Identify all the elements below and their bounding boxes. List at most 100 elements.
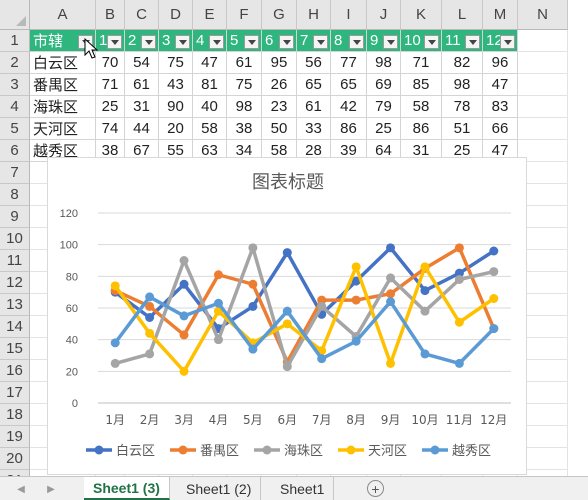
header-cell[interactable]: 10 [401,30,442,52]
empty-cell[interactable] [518,426,568,448]
column-header-a[interactable]: A [30,0,96,30]
row-header-8[interactable]: 8 [0,184,30,206]
empty-cell[interactable] [518,294,568,316]
tab-next-icon[interactable]: ▶ [47,483,55,495]
column-header-e[interactable]: E [193,0,227,30]
row-header-13[interactable]: 13 [0,294,30,316]
empty-cell[interactable] [518,162,568,184]
empty-cell[interactable] [518,228,568,250]
filter-dropdown-icon[interactable] [424,35,439,49]
value-cell[interactable]: 47 [193,52,227,74]
value-cell[interactable]: 25 [96,96,125,118]
line-chart[interactable]: 图表标题 0 20 40 60 80 100 120 1月 2月 3月 4月 5月 6月 7月 8月 9月 10月… [47,157,527,475]
header-cell[interactable]: 8 [331,30,367,52]
column-header-c[interactable]: C [125,0,159,30]
column-header-m[interactable]: M [483,0,518,30]
district-cell[interactable]: 番禺区 [30,74,96,96]
district-cell[interactable]: 天河区 [30,118,96,140]
column-header-f[interactable]: F [227,0,262,30]
value-cell[interactable]: 81 [193,74,227,96]
row-header-16[interactable]: 16 [0,360,30,382]
empty-cell[interactable] [518,404,568,426]
value-cell[interactable]: 33 [297,118,331,140]
empty-cell[interactable] [518,52,568,74]
empty-cell[interactable] [518,382,568,404]
value-cell[interactable]: 78 [442,96,483,118]
value-cell[interactable]: 51 [442,118,483,140]
district-cell[interactable]: 白云区 [30,52,96,74]
value-cell[interactable]: 75 [227,74,262,96]
value-cell[interactable]: 70 [96,52,125,74]
row-header-19[interactable]: 19 [0,426,30,448]
value-cell[interactable]: 71 [96,74,125,96]
column-header-h[interactable]: H [297,0,331,30]
header-cell[interactable]: 11 [442,30,483,52]
row-header-1[interactable]: 1 [0,30,30,52]
header-cell[interactable]: 3 [159,30,193,52]
add-sheet-icon[interactable]: + [367,480,384,497]
value-cell[interactable]: 23 [262,96,297,118]
value-cell[interactable]: 71 [401,52,442,74]
value-cell[interactable]: 98 [442,74,483,96]
row-header-14[interactable]: 14 [0,316,30,338]
empty-cell[interactable] [518,272,568,294]
value-cell[interactable]: 85 [401,74,442,96]
header-cell[interactable]: 12 [483,30,518,52]
row-header-20[interactable]: 20 [0,448,30,470]
header-cell[interactable]: 1 [96,30,125,52]
value-cell[interactable]: 65 [331,74,367,96]
tab-prev-icon[interactable]: ◀ [17,483,25,495]
value-cell[interactable]: 69 [367,74,401,96]
value-cell[interactable]: 86 [401,118,442,140]
row-header-6[interactable]: 6 [0,140,30,162]
row-header-2[interactable]: 2 [0,52,30,74]
filter-dropdown-icon[interactable] [141,35,156,49]
row-header-15[interactable]: 15 [0,338,30,360]
empty-cell[interactable] [518,316,568,338]
value-cell[interactable]: 83 [483,96,518,118]
row-header-10[interactable]: 10 [0,228,30,250]
empty-cell[interactable] [518,470,568,476]
value-cell[interactable]: 20 [159,118,193,140]
column-header-d[interactable]: D [159,0,193,30]
value-cell[interactable]: 58 [193,118,227,140]
value-cell[interactable]: 44 [125,118,159,140]
empty-cell[interactable] [518,360,568,382]
empty-cell[interactable] [518,448,568,470]
empty-cell[interactable] [518,96,568,118]
value-cell[interactable]: 47 [483,74,518,96]
value-cell[interactable]: 61 [297,96,331,118]
empty-cell[interactable] [518,184,568,206]
row-header-12[interactable]: 12 [0,272,30,294]
row-header-4[interactable]: 4 [0,96,30,118]
value-cell[interactable]: 40 [193,96,227,118]
filter-dropdown-icon[interactable] [349,35,364,49]
empty-cell[interactable] [518,140,568,162]
header-cell[interactable]: 4 [193,30,227,52]
value-cell[interactable]: 42 [331,96,367,118]
sheet-tab[interactable]: Sheet1 (3) [84,477,170,500]
filter-dropdown-icon[interactable] [209,35,224,49]
row-header-18[interactable]: 18 [0,404,30,426]
value-cell[interactable]: 50 [262,118,297,140]
header-cell[interactable]: 9 [367,30,401,52]
filter-dropdown-icon[interactable] [107,35,122,49]
column-header-l[interactable]: L [442,0,483,30]
filter-dropdown-icon[interactable] [465,35,480,49]
value-cell[interactable]: 75 [159,52,193,74]
filter-dropdown-icon[interactable] [313,35,328,49]
value-cell[interactable]: 25 [367,118,401,140]
empty-cell[interactable] [518,206,568,228]
value-cell[interactable]: 43 [159,74,193,96]
column-header-n[interactable]: N [518,0,568,30]
value-cell[interactable]: 65 [297,74,331,96]
column-header-i[interactable]: I [331,0,367,30]
header-cell[interactable]: 6 [262,30,297,52]
value-cell[interactable]: 98 [227,96,262,118]
empty-cell[interactable] [518,338,568,360]
filter-dropdown-icon[interactable] [175,35,190,49]
value-cell[interactable]: 58 [401,96,442,118]
value-cell[interactable]: 74 [96,118,125,140]
filter-dropdown-icon[interactable] [500,35,515,49]
sheet-tab[interactable]: Sheet1 [271,477,335,500]
